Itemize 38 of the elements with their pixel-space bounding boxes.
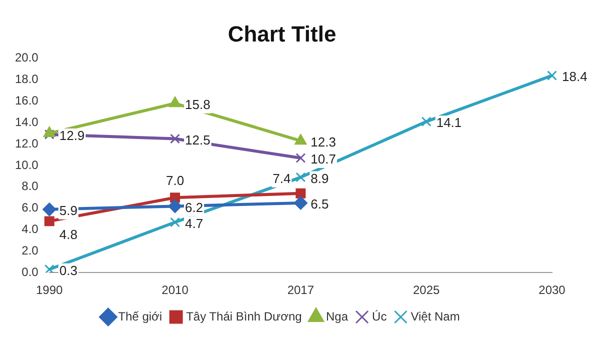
data-label: 12.5 — [185, 132, 210, 148]
y-tick-label: 0.0 — [22, 264, 39, 279]
data-label: 12.9 — [59, 128, 85, 144]
data-label: 4.7 — [185, 216, 204, 231]
y-tick-label: 14.0 — [14, 114, 39, 129]
y-tick-label: 6.0 — [22, 200, 39, 215]
data-label: 6.2 — [185, 200, 204, 215]
data-label: 12.3 — [310, 134, 336, 150]
y-tick-label: 20.0 — [14, 50, 39, 65]
data-label: 5.9 — [59, 202, 78, 218]
legend-label: Úc — [372, 309, 387, 324]
chart-title: Chart Title — [228, 21, 336, 46]
legend-label: Tây Thái Bình Dương — [186, 309, 302, 324]
data-label: 6.5 — [310, 196, 329, 212]
x-tick-label: 2010 — [162, 283, 189, 298]
data-label: 18.4 — [562, 69, 588, 84]
x-tick-label: 1990 — [36, 283, 64, 298]
y-tick-label: 12.0 — [14, 136, 39, 150]
y-tick-label: 2.0 — [22, 243, 39, 258]
y-tick-label: 8.0 — [22, 179, 39, 194]
y-tick-label: 16.0 — [14, 94, 39, 108]
data-label: 4.8 — [59, 226, 78, 242]
legend-label: Nga — [326, 309, 348, 324]
data-label: 14.1 — [436, 115, 462, 130]
x-tick-label: 2030 — [538, 283, 566, 298]
y-tick-label: 10.0 — [14, 158, 39, 172]
data-label: 7.0 — [166, 173, 184, 188]
data-label: 7.4 — [272, 170, 291, 186]
data-label: 8.9 — [310, 170, 329, 186]
y-tick-label: 4.0 — [22, 222, 39, 236]
legend-label: Thế giới — [118, 309, 162, 324]
data-label: 10.7 — [310, 152, 336, 167]
x-tick-label: 2017 — [287, 283, 314, 298]
data-label: 15.8 — [185, 96, 210, 112]
x-tick-label: 2025 — [412, 283, 440, 298]
y-tick-label: 18.0 — [14, 72, 39, 86]
data-label: 0.3 — [59, 262, 78, 278]
legend-label: Việt Nam — [410, 309, 460, 324]
